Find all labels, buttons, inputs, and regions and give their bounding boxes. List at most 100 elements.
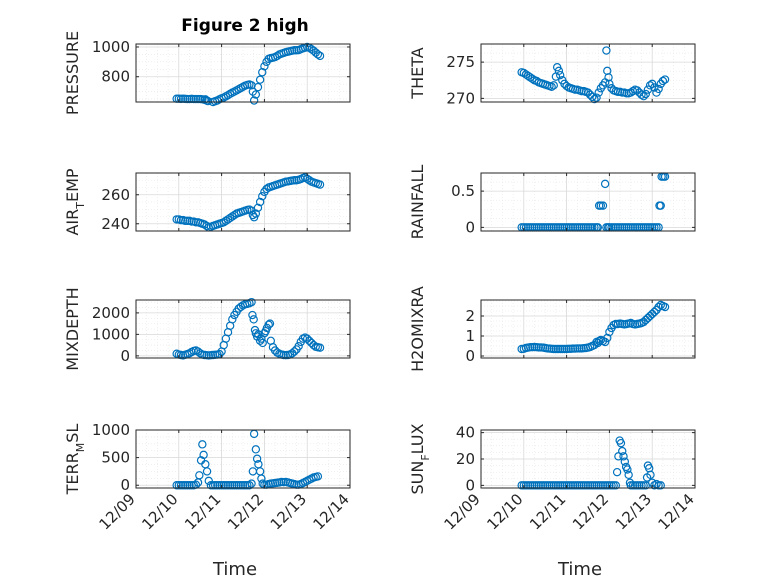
data-point [523,71,533,81]
data-point [623,465,632,474]
data-point [650,481,659,490]
y-axis-label: H2OMIXRA [408,286,427,372]
y-tick-label: 1000 [92,421,130,439]
data-point [255,197,265,207]
mixdepth-axes-frame [135,299,351,359]
data-point [221,216,231,226]
data-point [616,438,626,448]
data-point [554,66,564,76]
data-point [313,472,323,481]
data-point [612,467,622,477]
data-point [315,51,325,61]
data-point [219,218,228,227]
data-point [645,81,655,90]
data-point [255,75,265,84]
data-point [202,221,211,231]
y-tick-label: 1000 [92,325,130,343]
theta-plot-area [481,44,695,102]
data-point [650,83,659,92]
data-point [300,173,310,182]
y-axis-label: MIXDEPTH [63,287,82,370]
data-point [249,96,259,105]
data-point [228,212,237,221]
data-point [245,481,254,490]
data-point [600,179,610,189]
data-point [223,215,233,224]
sun-flux-series [517,436,665,490]
data-point [611,481,621,490]
data-point [658,76,668,86]
data-point [633,86,642,95]
y-tick-label: 0.5 [451,182,475,200]
data-point [656,201,665,210]
data-point [294,341,303,351]
data-point [305,336,314,346]
mixdepth-series [172,297,325,360]
data-point [594,88,603,97]
data-point [258,68,267,77]
y-axis-label: TERRMSL [63,424,87,496]
data-point [526,73,535,82]
y-axis-label: AIRTEMP [63,168,87,235]
data-point [251,209,261,218]
y-axis-label: RAINFALL [408,165,427,240]
mixdepth-axes: 0 1000 2000 MIXDEPTH [63,287,351,371]
y-axis-label: SUNFLUX [408,423,432,494]
data-point [199,450,208,460]
y-tick-label: 275 [446,53,475,71]
y-tick-label: 40 [456,424,475,442]
data-point [650,307,659,317]
pressure-axes-frame [135,43,351,103]
terr-msl-axes-frame [135,429,351,489]
data-point [654,302,663,312]
air-temp-series [172,173,325,232]
data-point [583,88,593,97]
data-point [202,467,212,476]
x-axis-label: Time [212,559,257,580]
data-point [598,201,608,210]
y-tick-label: 270 [446,89,475,107]
data-point [251,445,261,454]
data-point [519,68,529,78]
data-point [555,70,565,80]
data-point [547,82,556,91]
data-point [228,315,237,324]
y-tick-label: 1 [465,327,475,345]
y-axis-label: THETA [408,47,427,99]
data-point [248,310,257,320]
data-point [315,180,325,189]
data-point [247,479,256,488]
data-point [223,90,233,100]
data-point [198,440,207,449]
data-point [249,315,258,324]
y-tick-label: 20 [456,450,475,468]
data-point [660,302,670,312]
y-tick-label: 240 [101,215,130,233]
data-point [290,347,299,356]
y-tick-label: 800 [101,68,130,86]
data-point [264,320,273,329]
data-point [602,46,611,55]
data-point [549,81,558,90]
data-point [253,203,263,212]
terr-msl-series [172,429,323,490]
rainfall-axes: 0 0.5 RAINFALL [408,165,696,240]
data-point [656,481,665,490]
data-point [521,70,531,79]
data-point [639,91,648,101]
rainfall-plot-area [481,173,695,231]
data-point [247,297,256,307]
data-point [201,95,210,104]
theta-axes-frame [480,43,696,103]
data-point [258,191,267,201]
data-point [620,457,630,466]
data-point [641,89,650,99]
data-point [590,94,599,104]
data-point [618,446,627,456]
data-point [265,319,275,328]
data-point [654,84,663,94]
data-point [303,334,312,343]
y-tick-label: 0 [120,347,130,365]
y-tick-label: 2000 [92,304,130,322]
